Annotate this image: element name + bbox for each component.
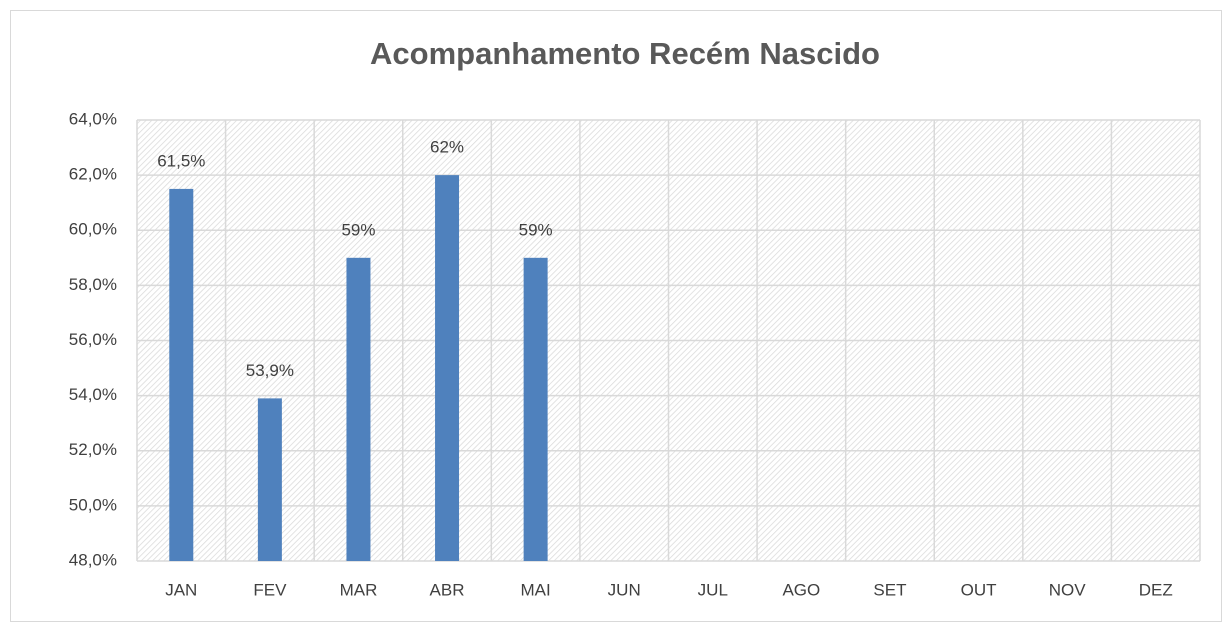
y-tick-label: 58,0% xyxy=(69,275,117,294)
x-tick-label: DEZ xyxy=(1139,580,1173,599)
x-tick-label: OUT xyxy=(961,580,997,599)
y-tick-label: 62,0% xyxy=(69,165,117,184)
bar xyxy=(346,257,371,561)
data-label: 53,9% xyxy=(246,361,294,380)
chart-title: Acompanhamento Recém Nascido xyxy=(370,36,880,71)
bar xyxy=(257,398,282,561)
x-tick-label: MAI xyxy=(521,580,551,599)
y-tick-label: 60,0% xyxy=(69,220,117,239)
x-tick-label: NOV xyxy=(1049,580,1087,599)
y-tick-label: 52,0% xyxy=(69,440,117,459)
x-tick-label: ABR xyxy=(430,580,465,599)
data-label: 62% xyxy=(430,138,464,157)
data-label: 61,5% xyxy=(157,151,205,170)
y-tick-label: 56,0% xyxy=(69,330,117,349)
y-tick-label: 50,0% xyxy=(69,495,117,514)
x-tick-label: MAR xyxy=(340,580,378,599)
x-tick-label: JAN xyxy=(165,580,197,599)
bar xyxy=(435,175,460,561)
data-label: 59% xyxy=(519,220,553,239)
bar xyxy=(169,188,194,561)
bar xyxy=(523,257,548,561)
x-tick-label: FEV xyxy=(253,580,287,599)
x-tick-label: JUN xyxy=(608,580,641,599)
y-tick-label: 64,0% xyxy=(69,109,117,128)
x-tick-label: JUL xyxy=(698,580,728,599)
y-tick-label: 48,0% xyxy=(69,550,117,569)
y-tick-label: 54,0% xyxy=(69,385,117,404)
x-tick-label: SET xyxy=(873,580,906,599)
data-label: 59% xyxy=(341,220,375,239)
x-tick-label: AGO xyxy=(782,580,820,599)
